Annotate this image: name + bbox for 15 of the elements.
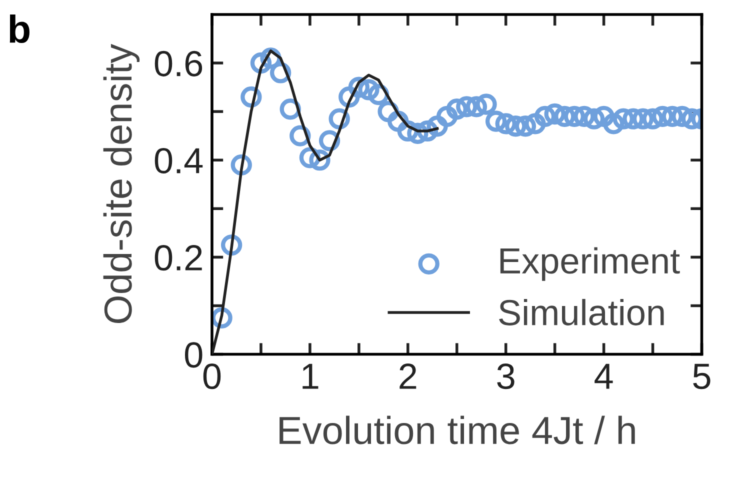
- x-tick-label: 3: [497, 364, 514, 390]
- y-axis-title: Odd-site density: [103, 44, 140, 324]
- y-tick-label: 0.4: [154, 148, 203, 174]
- legend-label: Experiment: [500, 247, 680, 281]
- x-tick-label: 1: [302, 364, 318, 389]
- y-tick-label: 0.6: [154, 50, 202, 76]
- x-tick-label: 2: [400, 364, 416, 389]
- x-tick-label: 0: [203, 364, 221, 390]
- x-axis-title: Evolution time 4Jt / h: [280, 416, 635, 444]
- chart-title: b: [10, 14, 30, 44]
- legend-label: Simulation: [499, 298, 664, 326]
- x-tick-label: 5: [693, 364, 710, 390]
- y-tick-label: 0: [184, 342, 202, 368]
- y-tick-label: 0.2: [154, 245, 202, 271]
- x-tick-label: 4: [594, 364, 613, 389]
